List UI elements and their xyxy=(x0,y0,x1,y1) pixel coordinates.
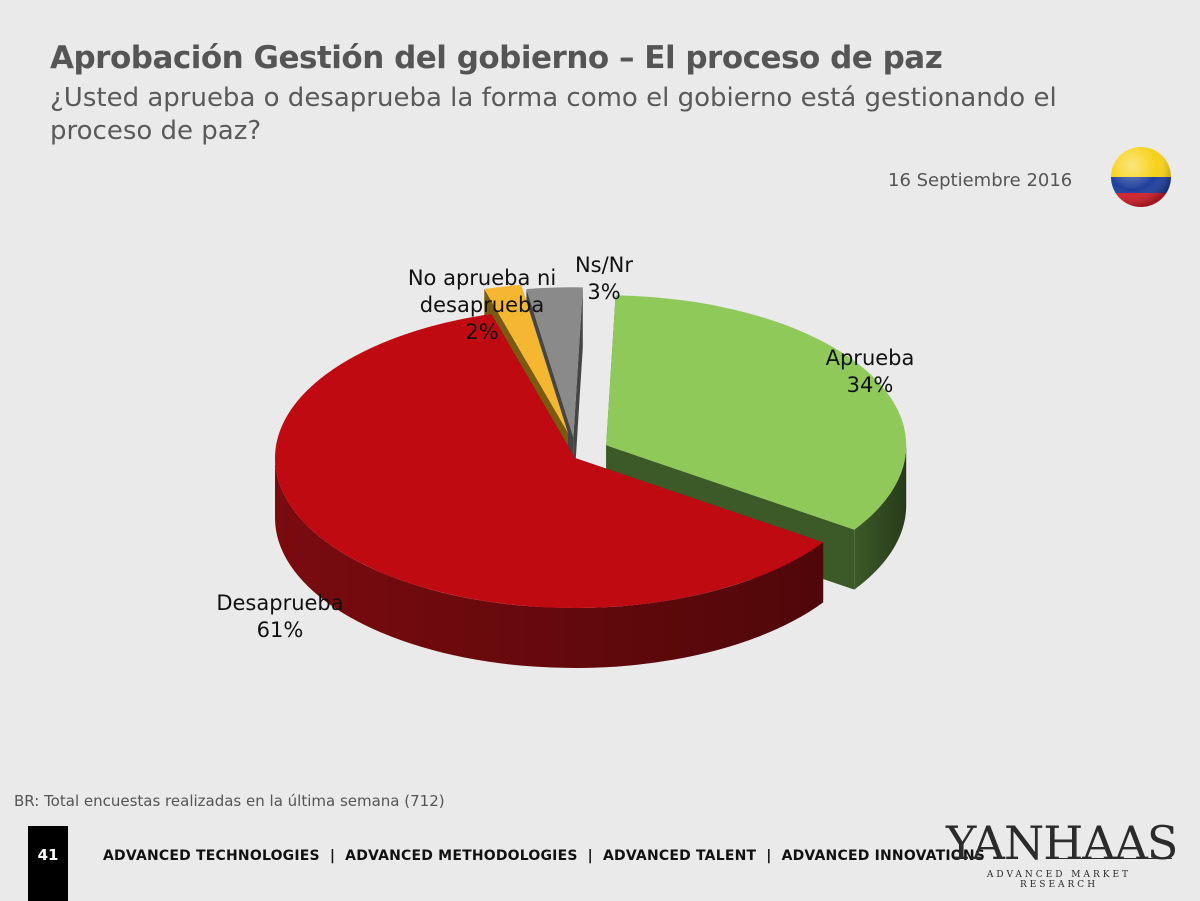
logo-wordmark: YANHAAS xyxy=(946,816,1178,870)
footer-tagline: ADVANCED TECHNOLOGIES | ADVANCED METHODOLO… xyxy=(103,848,985,864)
footer-item: ADVANCED TALENT xyxy=(602,848,757,864)
footer-separator: | xyxy=(329,848,336,864)
page-title: Aprobación Gestión del gobierno – El pro… xyxy=(50,40,943,76)
page-number: 41 xyxy=(37,846,59,864)
date-label: 16 Septiembre 2016 xyxy=(888,170,1073,191)
yanhaas-logo: YANHAAS ADVANCED MARKET RESEARCH xyxy=(946,816,1178,890)
footer-item: ADVANCED INNOVATIONS xyxy=(781,848,986,864)
footnote: BR: Total encuestas realizadas en la últ… xyxy=(14,792,445,810)
logo-rule xyxy=(1056,858,1172,859)
pie-chart: Aprueba 34% Desaprueba 61% No aprueba ni desa… xyxy=(216,253,915,668)
data-label-desaprueba: Desaprueba 61% xyxy=(216,591,343,642)
page-number-box xyxy=(28,826,68,901)
footer-separator: | xyxy=(587,848,593,864)
logo-tagline: ADVANCED MARKET RESEARCH xyxy=(986,870,1132,890)
data-label-ns-nr: Ns/Nr 3% xyxy=(575,253,633,304)
colombia-flag-icon xyxy=(1111,147,1171,207)
data-label-aprueba: Aprueba 34% xyxy=(826,346,915,397)
pie-slice-desaprueba xyxy=(274,313,824,668)
data-label-no-aprueba-ni-desaprueba: No aprueba ni desaprueba 2% xyxy=(408,266,556,344)
footer-item: ADVANCED TECHNOLOGIES xyxy=(103,848,320,864)
page-subtitle: ¿Usted aprueba o desaprueba la forma com… xyxy=(50,83,1057,146)
footer-item: ADVANCED METHODOLOGIES xyxy=(345,848,578,864)
footer-separator: | xyxy=(766,848,772,864)
